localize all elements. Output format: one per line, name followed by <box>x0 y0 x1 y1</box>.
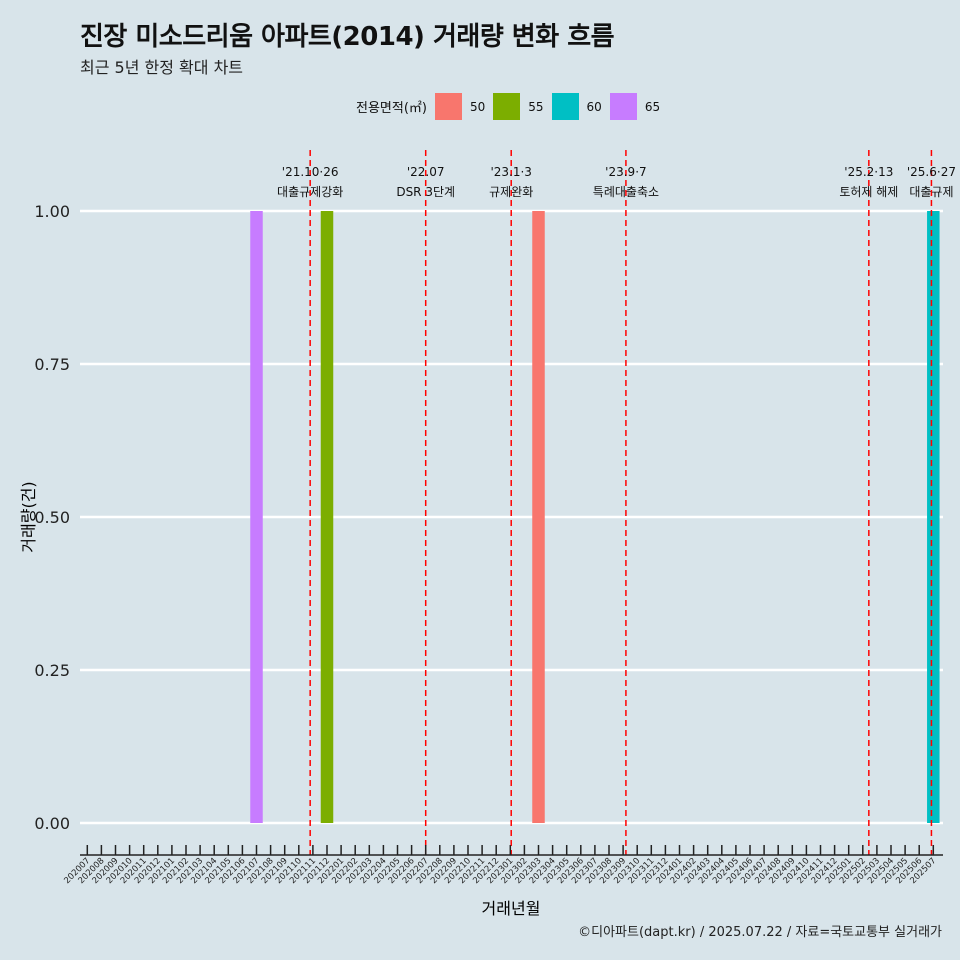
event-name-label: DSR 3단계 <box>396 185 455 199</box>
legend-key-55 <box>493 93 521 120</box>
event-date-label: '21.10·26 <box>282 165 339 179</box>
y-tick-label: 0.25 <box>34 661 70 680</box>
legend-label-55: 55 <box>528 99 544 114</box>
legend: 전용면적(㎡) 50 55 60 65 <box>356 93 668 120</box>
bar-202112-55 <box>320 211 334 823</box>
event-name-label: 대출규제 <box>909 185 953 199</box>
legend-label-65: 65 <box>644 99 661 114</box>
y-tick-label: 1.00 <box>34 202 70 221</box>
legend-title: 전용면적(㎡) <box>356 101 427 116</box>
axis-layer: 0.000.250.500.751.0020200720200820200920… <box>34 202 943 886</box>
legend-key-50 <box>434 93 462 120</box>
y-tick-label: 0.00 <box>34 814 70 833</box>
legend-item-65: 65 <box>609 93 661 120</box>
event-date-label: '25.6·27 <box>907 165 956 179</box>
legend-item-55: 55 <box>493 93 544 120</box>
x-axis-label: 거래년월 <box>482 899 541 918</box>
event-date-label: '22.07 <box>407 165 445 179</box>
bar-layer <box>250 211 940 823</box>
y-tick-label: 0.50 <box>34 508 70 527</box>
legend-item-60: 60 <box>551 93 602 120</box>
event-date-label: '25.2·13 <box>844 165 893 179</box>
event-name-label: 대출규제강화 <box>277 185 343 199</box>
legend-key-60 <box>551 93 579 120</box>
bar-202507-60 <box>927 211 940 823</box>
legend-label-50: 50 <box>469 99 486 114</box>
y-axis-label: 거래량(건) <box>19 481 38 552</box>
legend-label-60: 60 <box>586 99 602 114</box>
legend-item-50: 50 <box>434 93 486 120</box>
event-name-label: 규제완화 <box>489 185 533 199</box>
y-tick-label: 0.75 <box>34 355 70 374</box>
event-name-label: 토허제 해제 <box>839 185 898 199</box>
chart-subtitle: 최근 5년 한정 확대 차트 <box>80 58 244 77</box>
event-date-label: '23.1·3 <box>490 165 531 179</box>
bar-202107-65 <box>250 211 263 823</box>
legend-key-65 <box>609 93 637 120</box>
source-credit: ©디아파트(dapt.kr) / 2025.07.22 / 자료=국토교통부 실… <box>578 925 942 940</box>
bar-202303-50 <box>532 211 545 823</box>
event-date-label: '23.9·7 <box>605 165 646 179</box>
chart-title: 진장 미소드리움 아파트(2014) 거래량 변화 흐름 <box>80 22 615 52</box>
reference-lines: '21.10·26 대출규제강화 '22.07 DSR 3단계 '23.1·3 규제완화 '… <box>277 150 956 855</box>
event-name-label: 특례대출축소 <box>593 185 659 199</box>
